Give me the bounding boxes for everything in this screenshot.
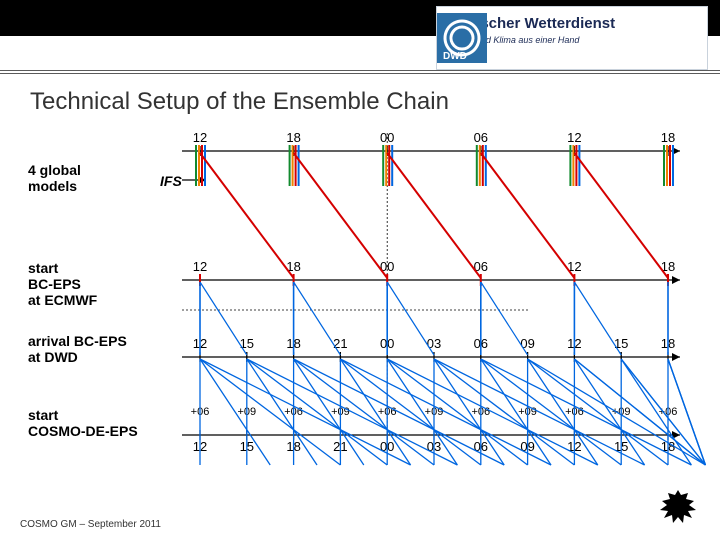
svg-text:21: 21 (333, 336, 347, 351)
svg-text:18: 18 (286, 130, 300, 145)
svg-text:15: 15 (614, 336, 628, 351)
svg-text:12: 12 (567, 130, 581, 145)
svg-text:03: 03 (427, 336, 441, 351)
svg-text:09: 09 (520, 336, 534, 351)
svg-text:06: 06 (474, 130, 488, 145)
ensemble-chain-diagram: 1218000612181218000612181215182100030609… (0, 0, 720, 540)
svg-text:12: 12 (193, 259, 207, 274)
svg-text:18: 18 (661, 130, 675, 145)
svg-text:15: 15 (240, 336, 254, 351)
svg-text:12: 12 (193, 130, 207, 145)
